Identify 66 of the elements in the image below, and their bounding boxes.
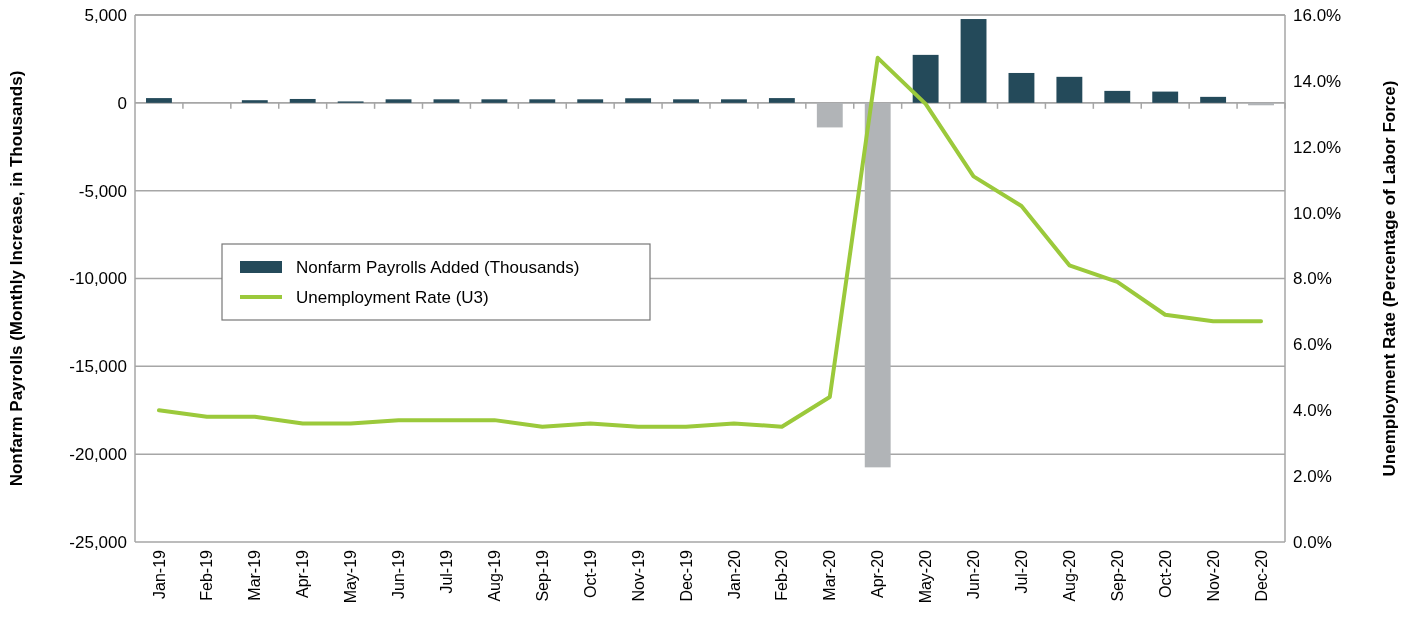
bar [433, 99, 460, 103]
y2-tick-label: 10.0% [1293, 203, 1342, 223]
y2-tick-label: 6.0% [1293, 335, 1332, 355]
bar [529, 99, 556, 103]
x-tick-label: Oct-19 [581, 549, 599, 599]
bar [481, 99, 508, 103]
x-tick-label: Sep-19 [533, 549, 551, 602]
x-tick-label: May-19 [342, 549, 360, 604]
bar [1056, 76, 1083, 103]
y-tick-label: -10,000 [69, 269, 127, 289]
bar [625, 98, 652, 103]
bar [1200, 96, 1227, 103]
y-tick-label: -20,000 [69, 445, 127, 465]
y-tick-label: -15,000 [69, 357, 127, 377]
x-tick-label: Apr-19 [294, 549, 312, 599]
bar [912, 54, 939, 103]
legend-label: Nonfarm Payrolls Added (Thousands) [296, 257, 580, 277]
y-tick-label: -25,000 [69, 532, 127, 552]
x-tick-label: Nov-19 [629, 549, 647, 602]
bar [864, 102, 891, 468]
x-tick-label: Jun-20 [965, 549, 983, 599]
x-tick-label: Jul-19 [438, 549, 456, 594]
bar [1008, 72, 1035, 103]
x-tick-label: Jan-20 [725, 549, 743, 599]
x-tick-label: Jun-19 [390, 549, 408, 599]
x-tick-label: Aug-20 [1060, 549, 1078, 602]
bar [673, 99, 699, 103]
bar [960, 19, 987, 103]
x-tick-label: Aug-19 [485, 549, 503, 602]
y-tick-label: 0 [117, 93, 127, 113]
y2-tick-label: 12.0% [1293, 137, 1342, 157]
bar [241, 100, 268, 103]
bar [816, 102, 843, 128]
x-tick-label: Apr-20 [869, 549, 887, 599]
bar [577, 99, 604, 103]
y2-tick-label: 2.0% [1293, 467, 1332, 487]
bar [289, 98, 316, 103]
y-tick-label: 5,000 [84, 5, 127, 25]
x-tick-label: May-20 [917, 549, 935, 604]
x-tick-label: Nov-20 [1204, 549, 1222, 602]
y-tick-label: -5,000 [78, 181, 127, 201]
y2-tick-label: 14.0% [1293, 71, 1342, 91]
y-axis-title: Nonfarm Payrolls (Monthly Increase, in Thousands) [7, 70, 26, 487]
bar [768, 98, 795, 103]
x-tick-label: Mar-20 [821, 549, 839, 601]
x-tick-label: Feb-20 [773, 549, 791, 601]
bar [721, 99, 747, 103]
bar [1152, 91, 1179, 103]
x-tick-label: Dec-19 [677, 549, 695, 602]
x-tick-label: Feb-19 [198, 549, 216, 601]
bar [1104, 90, 1131, 103]
bar [146, 98, 172, 103]
x-tick-label: Dec-20 [1252, 549, 1270, 602]
x-tick-label: Oct-20 [1156, 549, 1174, 599]
bar [385, 99, 412, 103]
x-tick-label: Mar-19 [246, 549, 264, 601]
line-series [156, 55, 1264, 429]
y2-tick-label: 16.0% [1293, 5, 1342, 25]
legend-label: Unemployment Rate (U3) [296, 287, 489, 307]
y2-tick-label: 0.0% [1293, 532, 1332, 552]
x-tick-label: Jul-20 [1013, 549, 1031, 594]
y2-axis-title: Unemployment Rate (Percentage of Labor Force) [1380, 80, 1399, 477]
x-tick-label: Jan-19 [150, 549, 168, 599]
y2-tick-label: 4.0% [1293, 401, 1332, 421]
x-tick-label: Sep-20 [1108, 549, 1126, 602]
y2-tick-label: 8.0% [1293, 269, 1332, 289]
